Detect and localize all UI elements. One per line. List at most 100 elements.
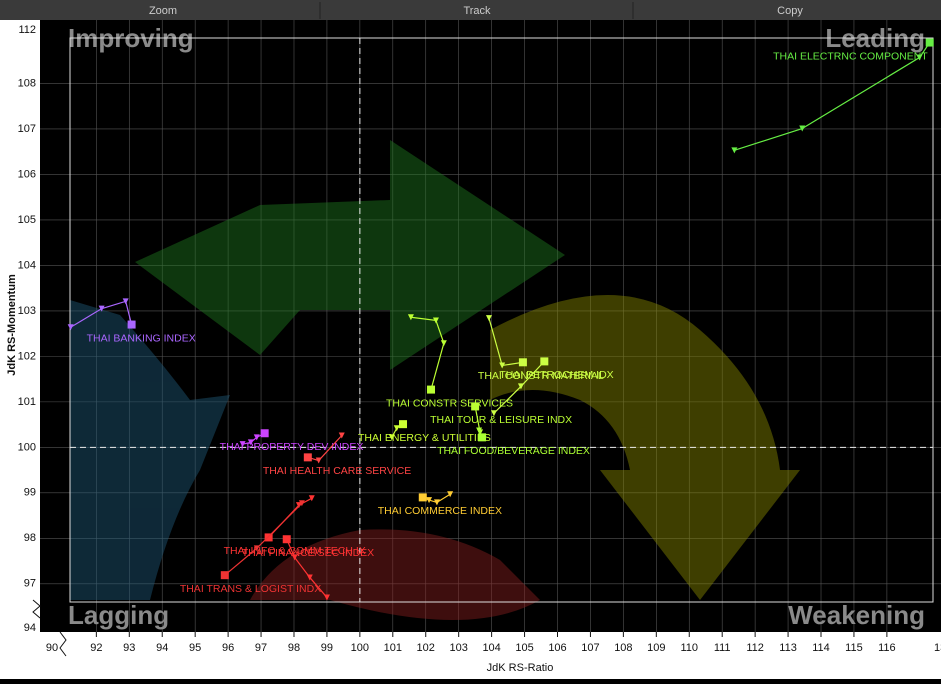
trail-line [286,538,328,598]
trail-marker [485,315,492,322]
x-tick-label: 116 [878,642,896,654]
x-tick-label: 101 [384,642,402,654]
plot-frame [69,37,934,603]
head-marker [925,38,934,47]
trail-marker [476,427,483,434]
trail-marker [388,434,395,441]
x-tick-label: 96 [222,642,234,654]
x-break-label: 90 [46,642,58,654]
x-tick-label: 99 [321,642,333,654]
head-marker [518,358,527,367]
head-marker [303,453,312,462]
y-tick-label: 106 [18,168,36,180]
trail-marker [239,441,246,448]
zoom-button[interactable]: Zoom [149,5,177,17]
improving-arrow [135,140,565,370]
x-tick-label: 105 [515,642,533,654]
head-marker [127,320,136,329]
head-marker [220,571,229,580]
trail-marker [338,432,345,439]
trail-marker [247,439,254,446]
head-marker [478,433,487,442]
y-break-label: 112 [18,24,36,36]
x-tick-label: 110 [680,642,698,654]
head-marker [540,357,549,366]
trail-marker [298,500,305,507]
series-label: THAI ELECTRNC COMPONENT [773,50,928,62]
head-marker [260,429,269,438]
trail-marker [447,491,454,498]
y-tick-label: 105 [18,214,36,226]
copy-button[interactable]: Copy [777,5,803,17]
series-label: THAI CONSTR SERVICES [386,397,513,409]
series-label: THAI ENERGY & UTILITIES [358,432,491,444]
trail-marker [295,502,302,509]
toolbar [0,0,941,20]
trail-marker [916,54,923,61]
y-tick-label: 102 [18,350,36,362]
trail-marker [122,298,129,305]
x-tick-label: 111 [714,642,731,654]
x-tick-label: 102 [417,642,435,654]
trail-marker [253,545,260,552]
trail-marker [315,457,322,464]
x-tick-label: 98 [288,642,300,654]
track-button[interactable]: Track [463,5,491,17]
quadrant-label: Weakening [788,600,925,630]
head-marker [427,385,436,394]
series-label: THAI INFO & COMM TECH IX [224,545,366,557]
quadrant-label: Lagging [68,600,169,630]
y-tick-label: 98 [24,532,36,544]
x-tick-label: 106 [548,642,566,654]
y-axis-break [32,599,41,619]
weakening-arrow [250,529,540,620]
trail-marker [291,554,298,561]
series-label: THAI COMMERCE INDEX [378,505,502,517]
trail-line [734,42,931,151]
x-tick-label: 103 [449,642,467,654]
x-tick-label: 114 [812,642,830,654]
series-label: THAI HEALTH CARE SERVICE [263,465,411,477]
series-label: THAI PETROCHEM IDX [499,369,613,381]
head-marker [264,533,273,542]
y-tick-label: 100 [18,441,36,453]
x-tick-label: 95 [189,642,201,654]
trail-marker [323,594,330,601]
x-tick-label: 112 [746,642,764,654]
series-label: THAI CONSTR MATERIAL [478,370,604,382]
x-tick-label: 92 [90,642,102,654]
y-tick-label: 97 [24,578,36,590]
y-axis-title: JdK RS-Momentum [6,274,18,376]
x-tick-label: 93 [123,642,135,654]
trail-marker [426,497,433,504]
trail-marker [440,340,447,347]
trail-marker [393,425,400,432]
head-marker [471,402,480,411]
x-tick-label: 113 [779,642,797,654]
y-tick-label: 108 [18,77,36,89]
x-tick-label: 104 [482,642,500,654]
y-break-label: 94 [24,622,36,634]
x-axis-title: JdK RS-Ratio [487,662,554,674]
trail-marker [67,324,74,331]
y-axis-strip [0,20,40,660]
trail-line [410,316,445,390]
x-tick-label: 115 [845,642,863,654]
series-label: THAI FOOD/BEVERAGE INDEX [437,445,590,457]
y-tick-label: 99 [24,487,36,499]
head-marker [399,420,408,429]
trail-marker [407,314,414,321]
trail-marker [98,305,105,312]
x-tick-label: 107 [581,642,599,654]
x-tick-label: 94 [156,642,168,654]
trail-marker [517,383,524,390]
trail-marker [799,125,806,132]
series-label: THAI PROPERTY DEV INDEX [220,441,364,453]
lagging-arrow [70,300,230,600]
head-marker [282,535,291,544]
x-tick-label: 97 [255,642,267,654]
plot-background [40,20,941,632]
y-tick-label: 101 [18,396,36,408]
series-label: THAI TRANS & LOGIST INDX [180,583,321,595]
